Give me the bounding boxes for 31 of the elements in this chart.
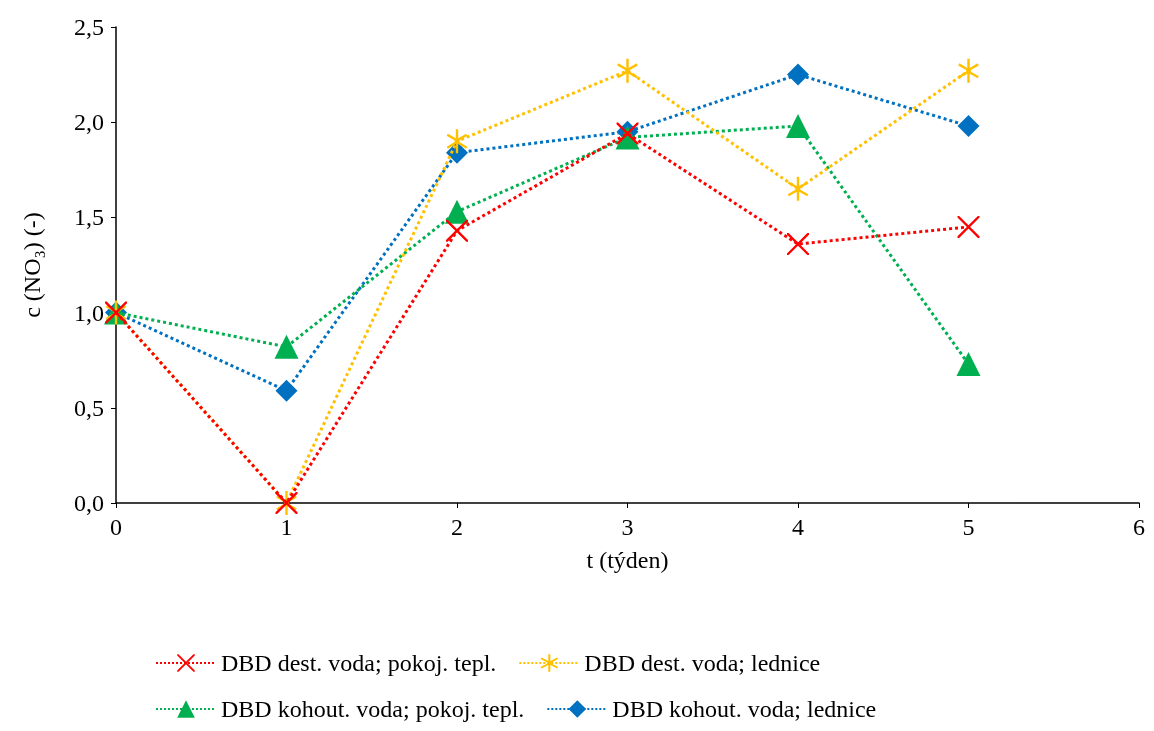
point [274,334,299,359]
x-tick-label: 1 [280,514,293,540]
x-axis-title: t (týden) [586,547,669,573]
x-tick-label: 5 [962,514,975,540]
y-tick-label: 0,5 [74,394,104,421]
y-axis-title: c (NO₃) (-) [19,212,45,318]
point [617,58,638,83]
point [786,114,810,139]
y-tick-label: 2,5 [74,14,104,40]
x-tick-label: 2 [451,514,463,540]
y-tick-label: 1,5 [74,204,104,231]
legend-label: DBD dest. voda; lednice [584,650,821,676]
point [275,379,298,402]
x-tick-label: 0 [110,514,122,540]
point [956,352,981,377]
x-tick-label: 4 [792,514,804,540]
point [958,58,979,83]
y-tick-label: 0,0 [74,490,104,516]
point [957,115,980,138]
legend-label: DBD dest. voda; pokoj. tepl. [221,650,497,676]
point [445,199,469,224]
x-tick-label: 3 [621,514,634,540]
point [957,215,980,238]
point [787,63,809,86]
legend-label: DBD kohout. voda; lednice [612,696,877,722]
legend-label: DBD kohout. voda; pokoj. tepl. [221,696,525,722]
point [787,176,809,201]
y-tick-label: 2,0 [74,109,104,136]
x-tick-label: 6 [1133,514,1145,540]
point [446,129,468,154]
y-tick-label: 1,0 [74,299,104,326]
